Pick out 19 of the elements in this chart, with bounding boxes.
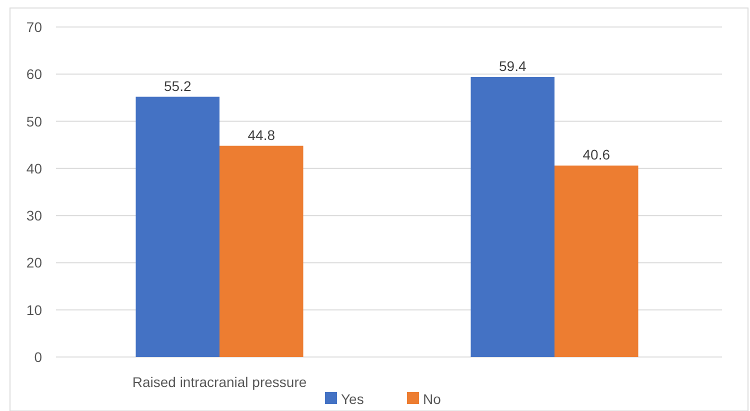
y-tick-label: 10 [26, 302, 42, 318]
data-label: 44.8 [248, 126, 276, 143]
bar [136, 96, 220, 357]
y-tick-label: 30 [26, 208, 42, 224]
bar [470, 76, 554, 357]
legend-label: No [423, 391, 442, 407]
y-tick-label: 40 [26, 160, 42, 176]
bar [220, 146, 304, 357]
legend-label: Yes [341, 391, 364, 407]
x-tick-label: Raised intracranial pressure [132, 374, 307, 390]
y-tick-label: 0 [34, 349, 42, 365]
bar [554, 166, 638, 357]
y-tick-label: 60 [26, 66, 42, 82]
y-tick-label: 50 [26, 113, 42, 130]
data-label: 40.6 [582, 146, 610, 163]
data-label: 59.4 [499, 58, 526, 74]
data-label: 55.2 [164, 78, 192, 94]
y-tick-label: 70 [26, 19, 42, 35]
y-tick-label: 20 [26, 254, 42, 271]
